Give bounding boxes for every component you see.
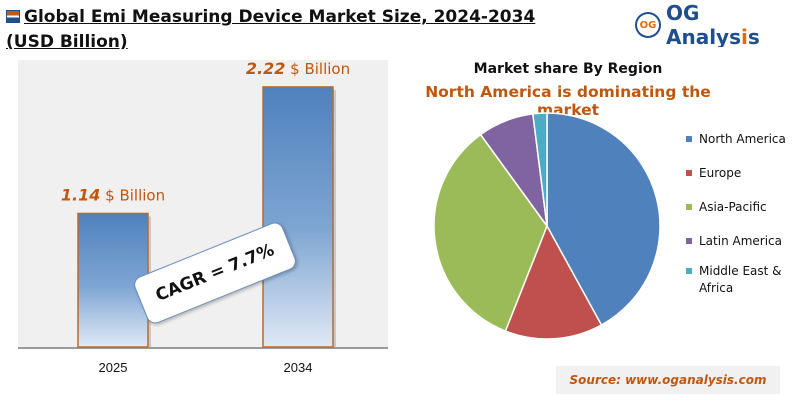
legend-swatch	[686, 170, 692, 176]
legend-swatch	[686, 204, 692, 210]
bar-value-number: 1.14	[61, 185, 100, 204]
source-note: Source: www.oganalysis.com	[556, 366, 780, 394]
bar-chart: 1.14 $ Billion 2025 2.22 $ Billion 2034	[61, 59, 350, 375]
pie-subtitle: North America is dominating the market	[425, 83, 711, 119]
chart-title: Global Emi Measuring Device Market Size,…	[6, 5, 566, 55]
bar-value-number: 2.22	[246, 59, 285, 78]
bar-value-unit: $ Billion	[100, 186, 165, 204]
chart-icon	[6, 10, 20, 23]
legend-swatch	[686, 238, 692, 244]
pie-slice	[433, 133, 548, 333]
legend-item: Middle East & Africa	[686, 263, 796, 297]
pie-slice	[546, 112, 661, 327]
x-tick-label: 2034	[284, 360, 313, 375]
logo-badge: OG	[635, 12, 661, 38]
x-tick-label: 2025	[99, 360, 128, 375]
legend-label: Latin America	[699, 234, 782, 248]
bar	[262, 86, 334, 348]
logo-name-accent: i	[741, 25, 748, 49]
legend-swatch	[686, 268, 692, 274]
pie-title: Market share By Region	[473, 61, 663, 77]
legend-item: Europe	[686, 165, 796, 182]
logo-name-end: s	[747, 25, 760, 49]
pie-slice	[504, 224, 603, 340]
title-line-1: Global Emi Measuring Device Market Size,…	[6, 5, 566, 30]
pie-slice	[531, 112, 548, 227]
legend-label: Asia-Pacific	[699, 200, 767, 214]
legend-item: Asia-Pacific	[686, 199, 796, 216]
legend-swatch	[686, 136, 692, 142]
legend-item: Latin America	[686, 233, 796, 250]
bar-value-label: 2.22 $ Billion	[246, 59, 350, 78]
bar-value-label: 1.14 $ Billion	[61, 185, 165, 204]
title-text-1: Global Emi Measuring Device Market Size,…	[24, 7, 536, 27]
legend-item: North America	[686, 131, 796, 148]
logo-name: OG Analysis	[666, 1, 800, 49]
legend-label: Europe	[699, 166, 742, 180]
title-line-2: (USD Billion)	[6, 32, 128, 52]
logo-name-main: OG Analys	[665, 1, 741, 49]
legend-label: Middle East & Africa	[699, 264, 782, 295]
legend-label: North America	[699, 132, 786, 146]
og-analysis-logo: OG OG Analysis	[635, 1, 800, 49]
bar-value-unit: $ Billion	[285, 60, 350, 78]
bar-x-axis	[18, 347, 388, 349]
